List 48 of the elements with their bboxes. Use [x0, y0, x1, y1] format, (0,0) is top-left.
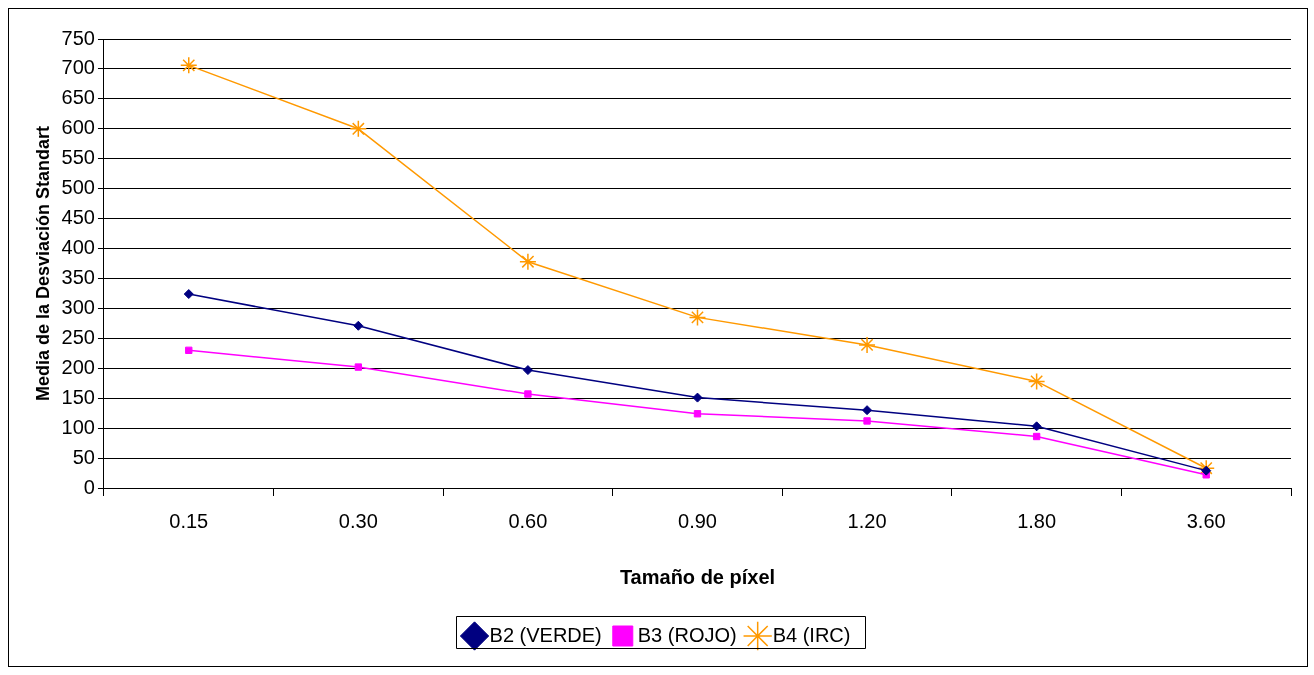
- x-axis-title: Tamaño de píxel: [619, 565, 776, 588]
- y-tick-label: 550: [61, 146, 95, 169]
- y-tick-label: 500: [61, 176, 95, 199]
- y-tick-label: 0: [83, 475, 95, 498]
- y-tick-label: 150: [61, 385, 95, 408]
- x-tick-label: 1.80: [1017, 509, 1057, 532]
- x-tick-label: 0.30: [338, 509, 378, 532]
- y-tick-label: 200: [61, 355, 95, 378]
- legend-label: B3 (ROJO): [637, 623, 737, 646]
- point: [693, 410, 702, 418]
- point: [688, 308, 707, 327]
- point: [862, 405, 873, 416]
- y-tick-label: 450: [61, 206, 95, 229]
- point: [354, 363, 363, 371]
- y-axis-title: Media de la Desviación Standart: [32, 125, 53, 402]
- point: [185, 346, 193, 354]
- y-tick-label: 100: [61, 415, 95, 438]
- y-tick-label: 600: [61, 116, 95, 139]
- point: [349, 120, 368, 138]
- point: [522, 365, 533, 376]
- point: [1027, 372, 1046, 391]
- y-tick-label: 300: [61, 295, 95, 318]
- x-tick-label: 3.60: [1186, 509, 1226, 532]
- point: [858, 336, 876, 354]
- x-tick-label: 0.60: [508, 509, 548, 532]
- point: [1197, 459, 1215, 477]
- y-tick-label: 700: [61, 56, 95, 79]
- y-tick-label: 650: [61, 86, 95, 109]
- legend-label: B4 (IRC): [772, 623, 851, 646]
- y-tick-label: 750: [61, 26, 95, 49]
- x-tick-label: 0.15: [169, 509, 209, 532]
- point: [183, 289, 194, 300]
- point: [692, 392, 703, 403]
- point: [863, 417, 871, 425]
- point: [1201, 465, 1212, 476]
- point: [353, 320, 364, 331]
- y-tick-label: 250: [61, 325, 95, 348]
- y-tick-label: 50: [72, 445, 95, 468]
- x-tick-label: 0.90: [678, 509, 717, 532]
- point: [519, 252, 537, 271]
- point: [1032, 432, 1041, 441]
- point: [180, 56, 198, 75]
- x-tick-label: 1.20: [847, 509, 887, 532]
- y-tick-label: 350: [61, 265, 95, 288]
- point: [1031, 421, 1042, 432]
- point: [524, 390, 532, 398]
- legend-label: B2 (VERDE): [489, 623, 602, 646]
- y-tick-label: 400: [61, 236, 95, 259]
